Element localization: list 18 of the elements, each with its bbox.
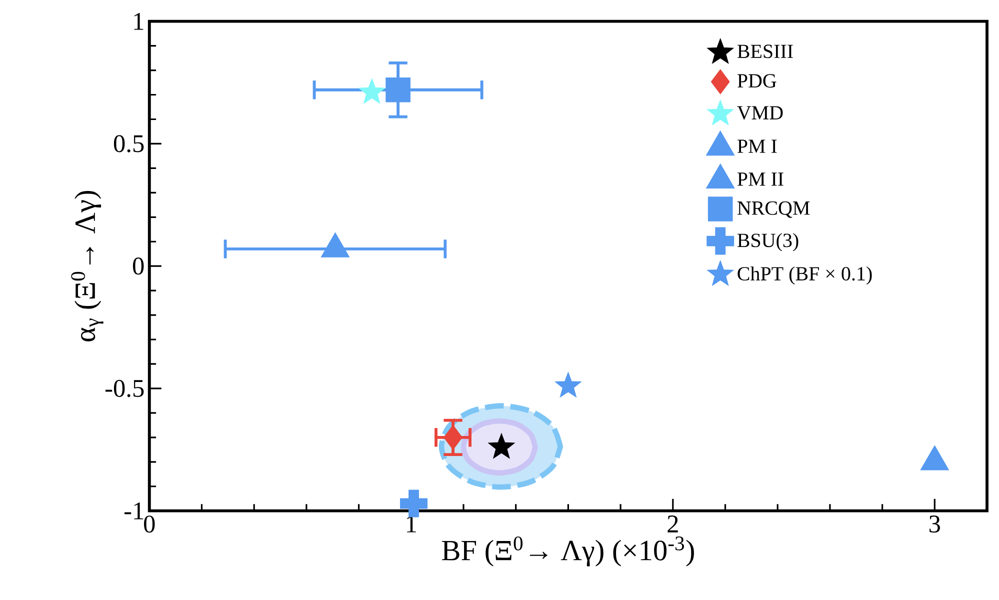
legend-label: BESIII [737, 44, 793, 58]
legend-label: BSU(3) [737, 233, 798, 252]
y-tick-label: 0.5 [114, 135, 144, 152]
legend-label: PDG [737, 74, 776, 88]
x-tick-label: 0 [144, 515, 155, 533]
x-axis-title: BF (Ξ$^{0}$→ Λγ) (×10$^{-3}$) [442, 536, 694, 566]
legend-label: PM II [737, 172, 784, 186]
y-tick-label: -1 [124, 502, 144, 520]
legend-label: VMD [737, 106, 783, 120]
legend-label: PM I [737, 140, 777, 153]
y-tick-label: -0.5 [105, 380, 144, 397]
y-axis-title: α$_{γ}$ (Ξ$^{0}$→ Λγ) [71, 190, 104, 342]
legend-label: NRCQM [737, 201, 810, 218]
y-tick-label: 0 [132, 257, 144, 275]
y-tick-label: 1 [134, 12, 144, 30]
x-tick-label: 2 [668, 515, 678, 532]
legend-label: ChPT (BF × 0.1) [738, 266, 872, 284]
x-tick-label: 3 [930, 515, 940, 532]
